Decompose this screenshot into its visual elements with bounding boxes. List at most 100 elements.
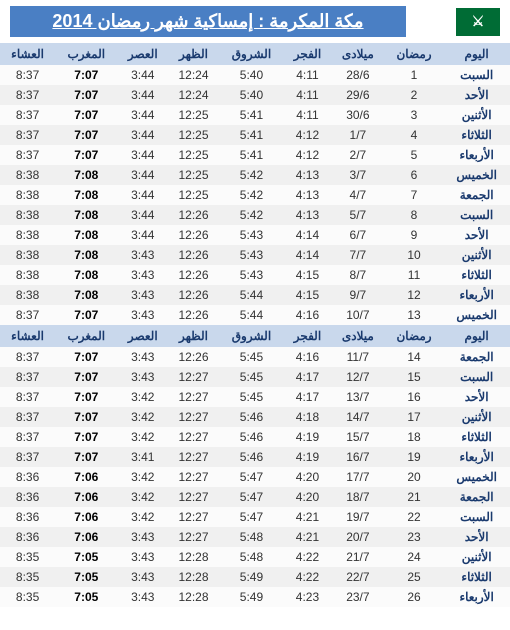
- table-cell: 4:11: [284, 105, 331, 125]
- table-cell: الأربعاء: [443, 447, 510, 467]
- table-cell: 3:43: [117, 305, 168, 325]
- table-cell: 9: [385, 225, 444, 245]
- table-row: الأثنين2421/74:225:4812:283:437:058:35: [0, 547, 510, 567]
- table-row: الخميس1310/74:165:4412:263:437:078:37: [0, 305, 510, 325]
- table-row: الأربعاء1916/74:195:4612:273:417:078:37: [0, 447, 510, 467]
- table-cell: 22: [385, 507, 444, 527]
- column-header: اليوم: [443, 325, 510, 347]
- table-cell: 3: [385, 105, 444, 125]
- table-cell: 7:07: [55, 367, 117, 387]
- table-cell: 12:24: [168, 65, 219, 85]
- table-cell: 12:26: [168, 285, 219, 305]
- table-cell: 12:25: [168, 185, 219, 205]
- table-row: الجمعة1411/74:165:4512:263:437:078:37: [0, 347, 510, 367]
- table-cell: 3:41: [117, 447, 168, 467]
- table-cell: 4:23: [284, 587, 331, 607]
- table-cell: 4:22: [284, 567, 331, 587]
- table-cell: 22/7: [331, 567, 385, 587]
- table-cell: 12: [385, 285, 444, 305]
- table-cell: 12:27: [168, 407, 219, 427]
- table-cell: 5:45: [219, 367, 284, 387]
- column-header: ميلادى: [331, 325, 385, 347]
- table-cell: 24: [385, 547, 444, 567]
- table-cell: 4:11: [284, 85, 331, 105]
- table-cell: 4:17: [284, 387, 331, 407]
- table-cell: 5/7: [331, 205, 385, 225]
- table-header-row: اليومرمضانميلادىالفجرالشروقالظهرالعصرالم…: [0, 325, 510, 347]
- table-cell: 3:44: [117, 125, 168, 145]
- table-cell: 7/7: [331, 245, 385, 265]
- table-cell: 5:42: [219, 205, 284, 225]
- table-cell: 3/7: [331, 165, 385, 185]
- table-cell: 17: [385, 407, 444, 427]
- table-cell: الثلاثاء: [443, 427, 510, 447]
- table-cell: 15/7: [331, 427, 385, 447]
- table-cell: 12:27: [168, 507, 219, 527]
- table-cell: 12:27: [168, 387, 219, 407]
- table-row: الثلاثاء118/74:155:4312:263:437:088:38: [0, 265, 510, 285]
- table-row: الأثنين1714/74:185:4612:273:427:078:37: [0, 407, 510, 427]
- column-header: رمضان: [385, 43, 444, 65]
- table-cell: 30/6: [331, 105, 385, 125]
- table-cell: 12:25: [168, 165, 219, 185]
- table-cell: 7:07: [55, 65, 117, 85]
- table-cell: 28/6: [331, 65, 385, 85]
- table-cell: 12:27: [168, 447, 219, 467]
- table-cell: 3:43: [117, 245, 168, 265]
- table-cell: 5:47: [219, 507, 284, 527]
- table-cell: 8/7: [331, 265, 385, 285]
- saudi-flag-icon: ⚔: [456, 8, 500, 36]
- table-cell: 3:42: [117, 387, 168, 407]
- table-cell: 14: [385, 347, 444, 367]
- table-cell: 1: [385, 65, 444, 85]
- table-cell: 23: [385, 527, 444, 547]
- table-cell: 3:43: [117, 587, 168, 607]
- table-cell: 7:07: [55, 125, 117, 145]
- table-cell: 2/7: [331, 145, 385, 165]
- table-cell: 8:37: [0, 447, 55, 467]
- table-cell: 7:06: [55, 527, 117, 547]
- table-cell: 13/7: [331, 387, 385, 407]
- table-cell: 7:08: [55, 265, 117, 285]
- table-cell: 5:43: [219, 265, 284, 285]
- table-cell: 4:18: [284, 407, 331, 427]
- table-cell: 3:43: [117, 547, 168, 567]
- table-cell: 8:35: [0, 587, 55, 607]
- table-cell: 3:43: [117, 527, 168, 547]
- table-cell: 4:20: [284, 487, 331, 507]
- column-header: العصر: [117, 43, 168, 65]
- table-cell: 6: [385, 165, 444, 185]
- table-row: الخميس63/74:135:4212:253:447:088:38: [0, 165, 510, 185]
- table-cell: 19: [385, 447, 444, 467]
- table-cell: 7:06: [55, 507, 117, 527]
- table-cell: 5:49: [219, 587, 284, 607]
- table-cell: 12:28: [168, 567, 219, 587]
- table-cell: 5:49: [219, 567, 284, 587]
- table-cell: 4: [385, 125, 444, 145]
- table-cell: 20: [385, 467, 444, 487]
- table-cell: 4:14: [284, 225, 331, 245]
- table-cell: 4/7: [331, 185, 385, 205]
- table-cell: 19/7: [331, 507, 385, 527]
- table-cell: 8:36: [0, 507, 55, 527]
- table-cell: 7:07: [55, 387, 117, 407]
- table-cell: 7:07: [55, 105, 117, 125]
- table-cell: 1/7: [331, 125, 385, 145]
- table-cell: 7:08: [55, 245, 117, 265]
- column-header: ميلادى: [331, 43, 385, 65]
- table-cell: الأربعاء: [443, 587, 510, 607]
- table-cell: 5:48: [219, 547, 284, 567]
- table-cell: 4:13: [284, 185, 331, 205]
- table-cell: الأثنين: [443, 407, 510, 427]
- table-cell: 12:26: [168, 347, 219, 367]
- table-cell: 3:44: [117, 185, 168, 205]
- table-cell: السبت: [443, 65, 510, 85]
- table-cell: 7:08: [55, 165, 117, 185]
- table-cell: 8:38: [0, 245, 55, 265]
- table-row: الأربعاء129/74:155:4412:263:437:088:38: [0, 285, 510, 305]
- table-cell: 10/7: [331, 305, 385, 325]
- column-header: الظهر: [168, 43, 219, 65]
- table-cell: 8: [385, 205, 444, 225]
- table-row: الخميس2017/74:205:4712:273:427:068:36: [0, 467, 510, 487]
- table-cell: الخميس: [443, 305, 510, 325]
